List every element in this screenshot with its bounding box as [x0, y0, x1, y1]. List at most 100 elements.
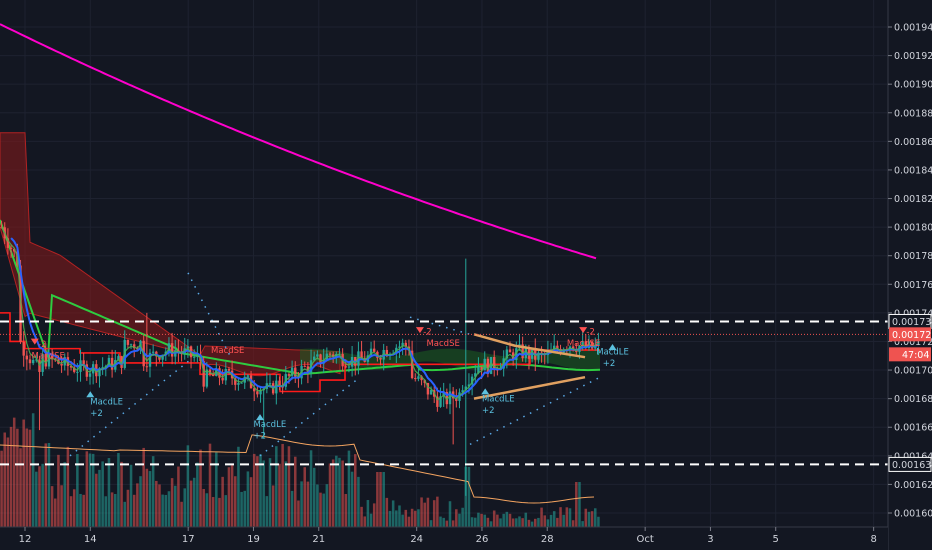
volume-bar	[420, 497, 423, 527]
volume-bar	[432, 500, 436, 527]
candle-body	[429, 390, 433, 395]
candle	[587, 335, 591, 351]
candle	[167, 337, 171, 357]
volume-bar	[464, 467, 468, 527]
price-badge-box	[889, 327, 931, 342]
volume-bar	[123, 501, 126, 527]
candle	[313, 351, 316, 362]
volume-bar	[199, 449, 202, 527]
volume-bar	[262, 460, 265, 527]
candle-body	[426, 382, 430, 395]
volume-bar	[455, 509, 458, 527]
volume-bar	[31, 413, 35, 527]
volume-bar	[354, 454, 357, 527]
volume-bar	[202, 488, 205, 527]
candle-body	[597, 340, 600, 346]
candle	[145, 312, 149, 372]
volume-bar	[281, 443, 284, 527]
volume-bar	[237, 446, 240, 527]
long-entry-arrow-icon	[481, 388, 490, 395]
volume-bar	[155, 480, 158, 527]
candle	[290, 360, 294, 380]
price-badge: 0.001634	[888, 456, 932, 472]
volume-bar	[192, 477, 196, 527]
candle-body	[477, 366, 480, 374]
volume-bar	[79, 493, 82, 527]
volume-bar	[325, 484, 329, 527]
candle-body	[436, 396, 439, 407]
volume-bar	[218, 497, 221, 527]
volume-bar	[120, 461, 123, 527]
volume-bar	[372, 503, 376, 527]
volume-bar	[107, 458, 111, 527]
volume-bar	[174, 485, 177, 527]
candle-body	[344, 366, 347, 368]
volume-bar	[196, 462, 199, 527]
candle-body	[170, 343, 174, 357]
volume-bar	[499, 518, 502, 527]
candle-body	[202, 361, 205, 387]
volume-bar	[502, 513, 505, 527]
volume-bar	[139, 476, 142, 527]
volume-bar	[265, 496, 269, 527]
volume-bar	[597, 516, 600, 527]
volume-bar	[458, 513, 461, 527]
volume-bar	[584, 508, 588, 527]
volume-bar	[594, 508, 597, 527]
volume-bar	[398, 505, 401, 527]
dotted-trend-line	[409, 316, 471, 336]
candle-body	[313, 356, 316, 361]
volume-bar	[496, 514, 499, 527]
price-badge: 0.001734	[888, 313, 932, 329]
candle-body	[508, 349, 512, 353]
volume-bar	[369, 513, 373, 527]
volume-bar	[376, 472, 379, 527]
x-tick-label: 3	[707, 534, 713, 545]
volume-bar	[104, 496, 108, 527]
candle	[477, 357, 480, 375]
volume-bar	[483, 514, 486, 527]
volume-bar	[590, 511, 594, 527]
volume-bar	[183, 488, 186, 527]
volume-bar	[350, 471, 354, 527]
signal-label: +2	[253, 432, 266, 442]
candle-body	[148, 352, 152, 367]
candle-body	[227, 368, 231, 371]
volume-bar	[492, 510, 496, 527]
volume-bar	[85, 451, 89, 527]
candle-body	[401, 342, 404, 347]
volume-bar	[126, 489, 130, 527]
volume-bar	[54, 498, 57, 527]
signal-label: +2	[90, 409, 103, 419]
candle	[41, 349, 44, 376]
candle-body	[167, 343, 171, 352]
ichimoku-cloud-red	[0, 132, 341, 377]
candle	[256, 385, 259, 398]
volume-bar	[395, 510, 398, 527]
candle-body	[319, 354, 322, 364]
volume-bar	[22, 419, 25, 527]
candle-body	[9, 247, 13, 249]
volume-bar	[562, 514, 565, 527]
volume-bar	[587, 511, 591, 527]
price-badges: 0.001734 0.001725 47:04 0.001634	[888, 313, 932, 472]
volume-bar	[578, 482, 581, 527]
volume-bar	[66, 446, 70, 527]
x-tick-label: Oct	[637, 534, 654, 545]
candle-body	[537, 352, 540, 360]
volume-bar	[571, 520, 575, 527]
volume-bar	[227, 467, 231, 527]
volume-bar	[366, 500, 370, 527]
volume-bar	[252, 453, 256, 527]
price-badge-label: 47:04	[902, 350, 929, 361]
volume-bar	[537, 517, 540, 527]
volume-bar	[581, 521, 584, 527]
candle-body	[360, 351, 363, 359]
volume-bar	[486, 517, 490, 527]
candle-body	[218, 368, 221, 378]
